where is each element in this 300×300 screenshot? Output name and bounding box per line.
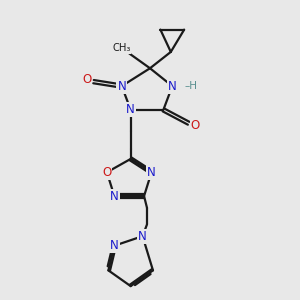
Text: N: N	[138, 230, 147, 243]
Text: N: N	[110, 239, 119, 252]
Text: O: O	[102, 166, 112, 179]
Text: N: N	[126, 103, 135, 116]
Text: CH₃: CH₃	[112, 44, 131, 53]
Text: N: N	[147, 166, 156, 179]
Text: O: O	[82, 73, 91, 86]
Text: N: N	[168, 80, 177, 93]
Text: N: N	[110, 190, 119, 202]
Text: N: N	[117, 80, 126, 93]
Text: –H: –H	[184, 81, 197, 91]
Text: O: O	[190, 119, 200, 132]
